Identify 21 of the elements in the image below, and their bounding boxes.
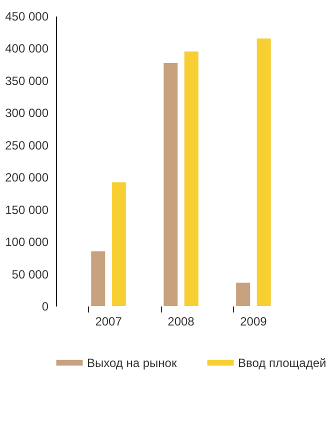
y-tick-label: 100 000 bbox=[5, 235, 49, 250]
x-tick-label: 2007 bbox=[95, 314, 122, 328]
y-tick-label: 300 000 bbox=[5, 106, 49, 120]
bar bbox=[256, 38, 271, 306]
y-tick-label: 450 000 bbox=[5, 10, 49, 24]
y-tick-label: 0 bbox=[42, 300, 49, 314]
x-tick-label: 2009 bbox=[240, 314, 268, 328]
bar bbox=[91, 251, 106, 306]
x-tick-label: 2008 bbox=[168, 314, 195, 328]
y-tick-label: 350 000 bbox=[5, 74, 49, 88]
bar bbox=[184, 51, 198, 306]
y-tick-label: 250 000 bbox=[5, 138, 49, 152]
legend-label: Выход на рынок bbox=[87, 356, 178, 370]
bar bbox=[236, 282, 250, 306]
y-tick-label: 50 000 bbox=[12, 267, 49, 282]
y-tick-label: 200 000 bbox=[5, 170, 49, 185]
y-tick-label: 150 000 bbox=[5, 202, 49, 217]
y-tick-label: 400 000 bbox=[5, 42, 49, 56]
legend-label: Ввод площадей bbox=[238, 356, 326, 370]
bar bbox=[164, 63, 178, 306]
bar bbox=[112, 182, 126, 306]
